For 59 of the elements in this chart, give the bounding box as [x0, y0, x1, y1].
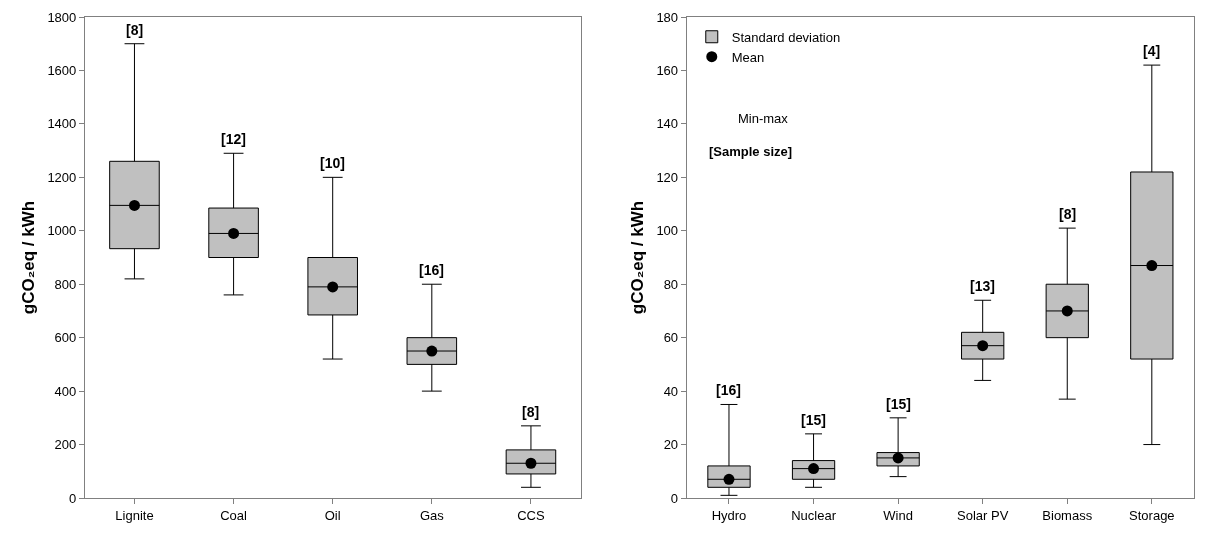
point [128, 199, 140, 211]
y-tick-label: 200 [54, 437, 77, 453]
annotation: [15] [801, 412, 826, 428]
point [1061, 305, 1073, 317]
annotation: [8] [522, 404, 540, 420]
annotation: [15] [886, 396, 911, 412]
x-tick-label: Nuclear [791, 507, 837, 523]
point [892, 452, 904, 464]
point [723, 473, 735, 485]
x-tick-label: Biomass [1042, 507, 1093, 523]
y-tick-label: 180 [656, 9, 679, 25]
y-tick-label: 1000 [47, 223, 77, 239]
y-tick-label: 100 [656, 223, 679, 239]
y-tick-label: 800 [54, 276, 77, 292]
y-tick-label: 160 [656, 62, 679, 78]
point [808, 463, 820, 475]
annotation: [12] [221, 131, 246, 147]
y-tick-label: 600 [54, 330, 77, 346]
annotation: [16] [419, 262, 444, 278]
y-tick-label: 1400 [47, 116, 77, 132]
legend-label: Mean [731, 49, 765, 65]
y-tick-label: 80 [663, 276, 679, 292]
point [1146, 260, 1158, 272]
x-tick-label: Oil [324, 507, 341, 523]
y-tick-label: 1800 [47, 9, 77, 25]
annotation: [4] [1143, 43, 1161, 59]
x-tick-label: Wind [883, 507, 913, 523]
point [426, 345, 438, 357]
y-tick-label: 1600 [47, 62, 77, 78]
legend-label: Standard deviation [731, 29, 841, 45]
annotation: [8] [1059, 206, 1077, 222]
y-tick-label: 60 [663, 330, 679, 346]
y-tick-label: 120 [656, 169, 679, 185]
x-tick-label: Gas [419, 507, 445, 523]
y-tick-label: 400 [54, 383, 77, 399]
point [327, 281, 339, 293]
point [228, 227, 240, 239]
y-tick-label: 40 [663, 383, 679, 399]
x-tick-label: Solar PV [957, 507, 1009, 523]
y-axis-title: gCO₂eq / kWh [627, 200, 647, 315]
annotation: [Sample size] [709, 144, 793, 159]
y-axis-title: gCO₂eq / kWh [18, 200, 38, 315]
y-tick-label: 0 [69, 490, 77, 506]
x-tick-label: Hydro [711, 507, 747, 523]
annotation: [16] [716, 382, 741, 398]
annotation: [8] [126, 22, 144, 38]
x-tick-label: CCS [517, 507, 545, 523]
point [977, 340, 989, 352]
x-tick-label: Storage [1129, 507, 1175, 523]
y-tick-label: 1200 [47, 169, 77, 185]
annotation: [10] [320, 155, 345, 171]
point [525, 457, 537, 469]
y-tick-label: 140 [656, 116, 679, 132]
y-tick-label: 0 [670, 490, 679, 506]
x-tick-label: Lignite [115, 507, 154, 523]
x-tick-label: Coal [220, 507, 248, 523]
y-tick-label: 20 [663, 437, 679, 453]
annotation: [13] [970, 278, 995, 294]
annotation: Min-max [738, 111, 789, 126]
